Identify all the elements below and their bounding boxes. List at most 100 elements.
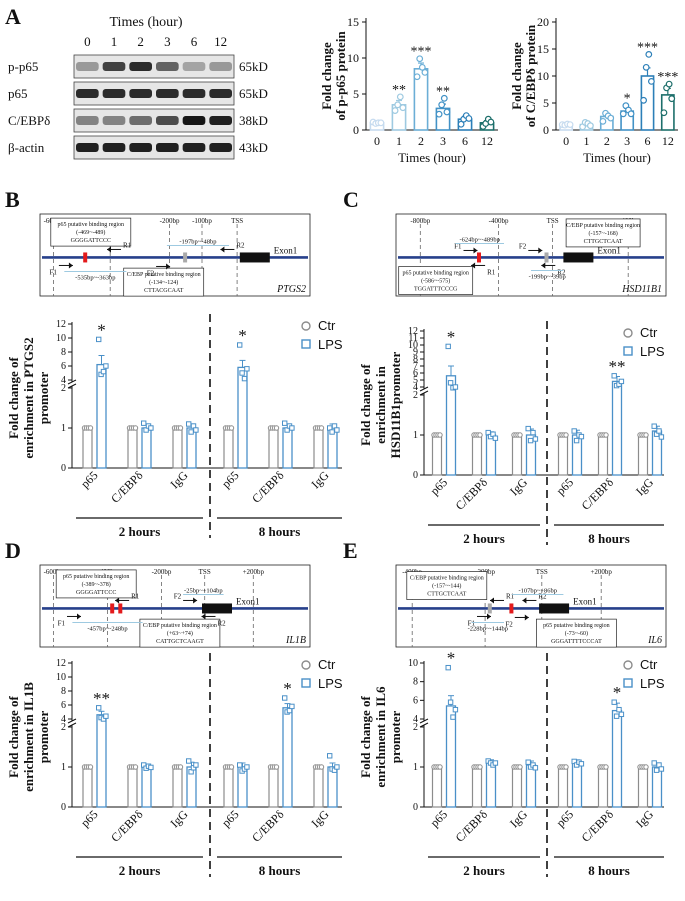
lps-bar xyxy=(282,427,293,469)
primer-arrowhead xyxy=(471,262,476,269)
annotation-box xyxy=(55,569,137,599)
blot-time-label: 3 xyxy=(164,34,171,49)
y-tick-label: 10 xyxy=(56,333,66,344)
group-label: 2 hours xyxy=(119,524,161,539)
data-point xyxy=(599,117,607,125)
amplicon-label: -228bp~-144bp xyxy=(468,625,508,632)
ctr-bar xyxy=(313,427,324,469)
lps-point xyxy=(329,429,335,435)
x-tick-label: IgG xyxy=(168,807,191,830)
y-tick-label: 2 xyxy=(413,390,418,401)
data-point xyxy=(394,101,402,109)
y-axis-title: Fold change ofenrichment in IL1Bpromoter xyxy=(6,682,51,792)
ctr-point xyxy=(603,432,609,438)
data-point xyxy=(566,121,574,128)
y-axis-title: Fold change ofenrichment in PTGS2promote… xyxy=(6,337,51,458)
significance-mark: ** xyxy=(93,689,110,708)
lps-point xyxy=(525,425,531,432)
ctr-bar xyxy=(223,427,234,469)
y-tick-label: 0 xyxy=(413,470,418,481)
ctr-bar xyxy=(313,766,324,808)
gene-name: IL6 xyxy=(647,635,662,646)
exon-label: Exon1 xyxy=(597,245,621,255)
y-tick-label: 4 xyxy=(61,714,66,725)
axis-break xyxy=(419,390,429,396)
position-label: +200bp xyxy=(590,568,612,576)
ctr-bar xyxy=(557,766,569,808)
x-tick-label: p65 xyxy=(219,807,242,830)
y-tick-label: 8 xyxy=(61,347,66,358)
y-axis-title-line: enrichment in IL1B xyxy=(21,682,36,792)
y-tick-label: 9 xyxy=(413,347,418,358)
annotation-text: p65 putative binding region xyxy=(58,222,125,228)
group-label: 2 hours xyxy=(463,863,505,878)
legend-ctr-marker xyxy=(301,321,311,331)
y-tick-label: 1 xyxy=(413,430,418,441)
legend-lps-marker xyxy=(623,678,633,688)
cebp-binding-site xyxy=(544,252,549,263)
data-point xyxy=(487,118,495,126)
legend-lps-label: LPS xyxy=(640,344,665,359)
significance-mark: *** xyxy=(657,70,678,85)
primer-label: R2 xyxy=(557,268,566,276)
primer-arrowhead xyxy=(77,613,81,620)
x-tick-label: 6 xyxy=(645,134,651,148)
y-tick-label: 2 xyxy=(61,722,66,733)
blot-band xyxy=(102,143,126,152)
y-tick-label: 0 xyxy=(61,802,66,813)
lps-point xyxy=(244,366,250,372)
x-tick-label: IgG xyxy=(507,807,530,830)
x-tick-label: IgG xyxy=(633,475,656,498)
amplicon-label: -199bp~-39bp xyxy=(529,273,566,280)
exon-box xyxy=(239,252,270,263)
lps-point xyxy=(445,664,451,671)
primer-label: F2 xyxy=(174,592,182,600)
lps-point xyxy=(103,363,109,369)
blot-time-label: 6 xyxy=(191,34,198,49)
blot-times-label: Times (hour) xyxy=(110,15,183,30)
data-point xyxy=(391,107,399,114)
blot-band xyxy=(76,89,99,98)
position-label: TSS xyxy=(199,568,211,576)
x-tick-label: C/EBPδ xyxy=(108,468,146,506)
lps-point xyxy=(148,425,154,431)
ctr-point xyxy=(87,764,94,770)
ctr-point xyxy=(477,432,483,438)
data-point xyxy=(438,101,446,109)
x-tick-label: 12 xyxy=(481,134,493,148)
significance-mark: ** xyxy=(609,357,626,376)
data-point xyxy=(418,63,426,71)
ctr-point xyxy=(228,425,235,431)
lps-point xyxy=(656,428,662,434)
annotation-text: p65 putative binding region xyxy=(543,623,610,629)
significance-mark: * xyxy=(97,320,106,339)
significance-mark: * xyxy=(283,679,292,698)
y-tick-label: 6 xyxy=(413,368,418,379)
lps-bar xyxy=(327,766,338,808)
ctr-point xyxy=(477,764,483,770)
panel-letter-b: B xyxy=(5,187,20,212)
y-tick-label: 4 xyxy=(413,714,418,725)
x-tick-label: 1 xyxy=(584,134,590,148)
lps-bar xyxy=(282,707,293,808)
annotation-text: TGGATTTCCCG xyxy=(414,286,458,292)
lps-bar xyxy=(571,762,583,808)
blot-kd-label: 65kD xyxy=(239,59,268,74)
panel-letter-a: A xyxy=(5,4,21,29)
p65-binding-site xyxy=(83,252,88,263)
ctr-point xyxy=(563,764,569,770)
exon-label: Exon1 xyxy=(274,245,298,255)
lps-point xyxy=(525,759,531,765)
blot-band xyxy=(129,143,152,152)
annotation-text: GGGGATTCCC xyxy=(71,238,111,244)
annotation-text: C/EBP putative binding region xyxy=(143,623,217,629)
lps-point xyxy=(492,435,499,441)
primer-label: F2 xyxy=(519,242,527,250)
lps-point xyxy=(492,760,499,766)
y-tick-label: 8 xyxy=(413,677,418,688)
y-tick-label: 15 xyxy=(347,15,359,29)
lps-point xyxy=(447,380,454,386)
primer-arrowhead xyxy=(166,263,171,270)
data-point xyxy=(443,108,451,116)
p65-binding-site xyxy=(110,603,115,614)
